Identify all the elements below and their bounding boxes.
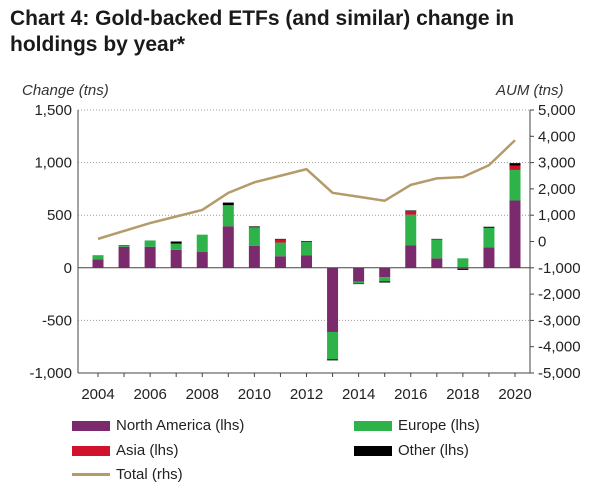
y-tick-right: 5,000 xyxy=(538,102,576,119)
y-tick-left: 500 xyxy=(47,207,72,224)
bar-europe xyxy=(222,205,234,227)
x-tick-label: 2020 xyxy=(498,386,531,403)
x-tick-label: 2018 xyxy=(446,386,479,403)
y-tick-left: 1,000 xyxy=(34,155,72,172)
bar-europe xyxy=(301,241,312,256)
bar-north-america xyxy=(379,267,391,278)
x-tick-label: 2006 xyxy=(133,386,166,403)
bar-asia xyxy=(405,210,417,215)
bar-north-america xyxy=(144,246,156,268)
bars xyxy=(92,163,521,361)
bar-north-america xyxy=(248,245,260,268)
chart-title: Chart 4: Gold-backed ETFs (and similar) … xyxy=(10,7,515,56)
bar-other xyxy=(405,210,417,211)
bar-europe xyxy=(431,239,443,259)
bar-europe xyxy=(405,214,417,246)
y-tick-right: 0 xyxy=(538,234,546,251)
bar-europe xyxy=(353,281,365,284)
y-tick-right: 2,000 xyxy=(538,181,576,198)
bar-europe xyxy=(457,258,469,268)
bar-other xyxy=(301,240,312,242)
bar-europe xyxy=(379,277,391,282)
y-tick-right: -2,000 xyxy=(538,286,581,303)
bar-other xyxy=(222,202,234,206)
bar-other xyxy=(457,268,469,270)
bar-north-america xyxy=(327,267,339,332)
bar-other xyxy=(274,238,286,240)
bar-north-america xyxy=(170,249,182,268)
bar-other xyxy=(483,226,495,228)
bar-north-america xyxy=(405,245,417,268)
bar-north-america xyxy=(483,247,495,268)
bar-north-america xyxy=(274,256,286,268)
bar-other xyxy=(509,163,521,166)
bar-asia xyxy=(509,165,521,170)
bar-north-america xyxy=(222,226,234,268)
bar-other xyxy=(353,283,365,285)
y-tick-right: -3,000 xyxy=(538,312,581,329)
bar-other xyxy=(118,245,130,246)
bar-europe xyxy=(509,169,521,201)
bar-europe xyxy=(92,255,104,260)
bar-other xyxy=(327,359,339,361)
bar-europe xyxy=(170,243,182,250)
bar-europe xyxy=(118,245,130,247)
bar-north-america xyxy=(196,252,208,268)
bar-other xyxy=(379,281,391,283)
bar-other xyxy=(431,238,443,240)
bar-europe xyxy=(248,227,260,246)
bar-north-america xyxy=(353,267,365,282)
y-tick-right: 4,000 xyxy=(538,128,576,145)
total-line-path xyxy=(97,139,516,241)
x-tick-label: 2004 xyxy=(81,386,114,403)
y-tick-right: 1,000 xyxy=(538,207,576,224)
bar-north-america xyxy=(509,200,521,268)
bar-north-america xyxy=(92,259,104,268)
bar-europe xyxy=(144,240,156,247)
bar-asia xyxy=(274,239,286,243)
bar-europe xyxy=(196,234,208,253)
x-tick-label: 2014 xyxy=(342,386,375,403)
bar-europe xyxy=(274,242,286,257)
bar-north-america xyxy=(457,267,469,269)
x-tick-label: 2012 xyxy=(290,386,323,403)
y-tick-left: -500 xyxy=(42,312,72,329)
y-tick-left: 1,500 xyxy=(34,102,72,119)
x-tick-label: 2010 xyxy=(238,386,271,403)
total-line xyxy=(97,139,516,241)
bar-asia xyxy=(248,226,260,228)
y-tick-left: -1,000 xyxy=(29,365,72,382)
bar-north-america xyxy=(118,246,130,268)
x-tick-label: 2008 xyxy=(186,386,219,403)
x-tick-label: 2016 xyxy=(394,386,427,403)
bar-other xyxy=(248,226,260,227)
bar-other xyxy=(170,241,182,244)
y-tick-left: 0 xyxy=(64,260,72,277)
y-tick-right: -1,000 xyxy=(538,260,581,277)
y-axis-title-right: AUM (tns) xyxy=(495,82,564,99)
y-tick-right: 3,000 xyxy=(538,155,576,172)
bar-north-america xyxy=(301,255,312,268)
y-axis-title-left: Change (tns) xyxy=(22,82,109,99)
bar-north-america xyxy=(431,258,443,268)
bar-europe xyxy=(483,227,495,248)
y-tick-right: -5,000 xyxy=(538,365,581,382)
y-tick-right: -4,000 xyxy=(538,339,581,356)
axes: 1,500 1,000 500 0 -500 -1,000 5,000 4,000 3,000 2… xyxy=(29,102,580,403)
bar-europe xyxy=(327,331,339,360)
